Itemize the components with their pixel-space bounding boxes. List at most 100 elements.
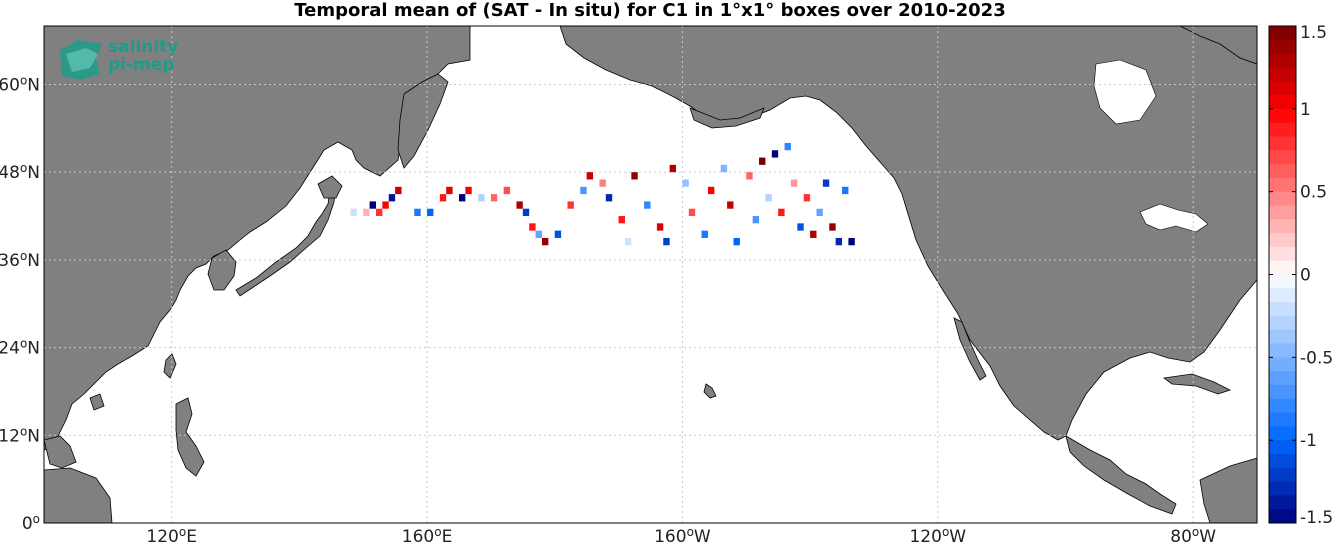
colorbar-swatch <box>1269 108 1296 124</box>
graticule <box>44 26 1257 523</box>
colorbar-swatch <box>1269 233 1296 248</box>
lat-tick-label: 48oN <box>0 161 40 183</box>
lon-tick-label: 120oW <box>909 525 966 544</box>
heatmap-cell <box>439 194 447 202</box>
colorbar-swatch <box>1269 315 1296 331</box>
colorbar-swatch <box>1269 509 1296 524</box>
heatmap-cell <box>701 230 708 238</box>
colorbar-swatch <box>1269 81 1296 96</box>
lon-tick-label: 160oW <box>654 525 711 544</box>
colorbar-swatch <box>1269 412 1296 427</box>
heatmap-cell <box>541 237 549 246</box>
heatmap-cell <box>816 208 823 217</box>
longitude-tick-labels: 120oE 160oE 160oW 120oW 80oW <box>146 525 1216 544</box>
heatmap-cell <box>465 186 472 195</box>
colorbar <box>1268 25 1297 524</box>
colorbar-swatch <box>1269 398 1296 414</box>
heatmap-cell <box>599 179 606 187</box>
heatmap-cell <box>490 194 498 202</box>
latitude-tick-labels: 60oN 48oN 36oN 24oN 12oN 0o <box>0 73 40 534</box>
land-philippines <box>175 397 205 477</box>
heatmap-cell <box>375 208 383 217</box>
colorbar-swatch <box>1269 371 1296 386</box>
heatmap-cell <box>771 150 779 158</box>
colorbar-swatch <box>1269 453 1296 469</box>
lat-tick-label: 60oN <box>0 73 40 95</box>
lat-tick-label: 0o <box>22 512 40 534</box>
lat-tick-label: 36oN <box>0 249 40 271</box>
logo-text-pi-mep: pi-mep <box>108 55 175 75</box>
colorbar-swatch <box>1269 288 1296 303</box>
land-kamchatka <box>397 73 449 169</box>
heatmap-cell <box>414 208 421 217</box>
logo-text-salinity: salinity <box>108 37 179 57</box>
colorbar-swatch <box>1269 136 1296 151</box>
heatmap-cell <box>478 194 485 202</box>
heatmap-cell <box>656 223 664 231</box>
land-alaska-peninsula <box>689 107 765 129</box>
colorbar-swatch <box>1269 260 1296 275</box>
colorbar-swatch <box>1269 329 1296 345</box>
heatmap-cell <box>759 157 766 165</box>
colorbar-swatch <box>1269 246 1296 262</box>
map-title: Temporal mean of (SAT - In situ) for C1 … <box>294 0 1006 21</box>
heatmap-cell <box>822 179 830 187</box>
heatmap-cell <box>669 164 677 173</box>
heatmap-cell <box>446 186 453 195</box>
heatmap-cell <box>644 201 651 209</box>
heatmap-cell <box>707 186 715 195</box>
colorbar-tick-label: -1 <box>1300 431 1317 451</box>
colorbar-swatch <box>1269 274 1296 289</box>
land-vietnam <box>43 435 77 469</box>
colorbar-swatch <box>1269 39 1296 55</box>
heatmap-cell <box>382 201 389 209</box>
heatmap-cell <box>522 208 530 217</box>
heatmap-cell <box>605 194 613 202</box>
heatmap-cell <box>516 201 523 209</box>
land-hainan <box>89 393 105 411</box>
colorbar-tick-label: 1 <box>1300 100 1311 120</box>
colorbar-tick-label: 0.5 <box>1300 183 1327 203</box>
heatmap-cell <box>752 216 760 224</box>
colorbar-swatch <box>1269 440 1296 455</box>
heatmap-cell <box>727 201 734 209</box>
land-hokkaido <box>317 175 343 199</box>
lon-tick-label: 120oE <box>146 525 197 544</box>
heatmap-cell <box>535 230 542 238</box>
heatmap-cell <box>580 186 587 195</box>
heatmap-cell <box>810 230 817 238</box>
heatmap-cell <box>790 179 798 187</box>
colorbar-swatch <box>1269 467 1296 483</box>
heatmap-cell <box>631 172 638 180</box>
colorbar-swatch <box>1269 164 1296 179</box>
heatmap-cell <box>458 194 466 202</box>
colorbar-swatch <box>1269 177 1296 193</box>
heatmap-cell <box>529 223 536 231</box>
heatmap-cell <box>369 201 376 209</box>
heatmap-cell <box>395 186 402 195</box>
colorbar-swatch <box>1269 343 1296 358</box>
colorbar-tick-label: 0 <box>1300 266 1311 286</box>
heatmap-cell <box>829 223 836 231</box>
colorbar-swatch <box>1269 150 1296 165</box>
salinity-pi-mep-logo-icon <box>60 40 102 80</box>
colorbar-swatch <box>1269 53 1296 68</box>
heatmap-cell <box>624 237 632 246</box>
heatmap-cell <box>778 208 785 217</box>
colorbar-swatch <box>1269 67 1296 82</box>
heatmap-cell <box>746 172 753 180</box>
heatmap-cell <box>503 186 511 195</box>
colorbar-swatch <box>1269 302 1296 317</box>
lon-tick-label: 160oE <box>402 525 453 544</box>
heatmap-cell <box>682 179 689 187</box>
heatmap-cell <box>388 194 396 202</box>
heatmap-cell <box>842 186 849 195</box>
colorbar-swatch <box>1269 219 1296 234</box>
heatmap-cell <box>663 237 670 246</box>
heatmap-cell <box>586 172 594 180</box>
heatmap-cell <box>765 194 772 202</box>
heatmap-cell <box>797 223 804 231</box>
colorbar-swatch <box>1269 426 1296 441</box>
lon-tick-label: 80oW <box>1170 525 1216 544</box>
